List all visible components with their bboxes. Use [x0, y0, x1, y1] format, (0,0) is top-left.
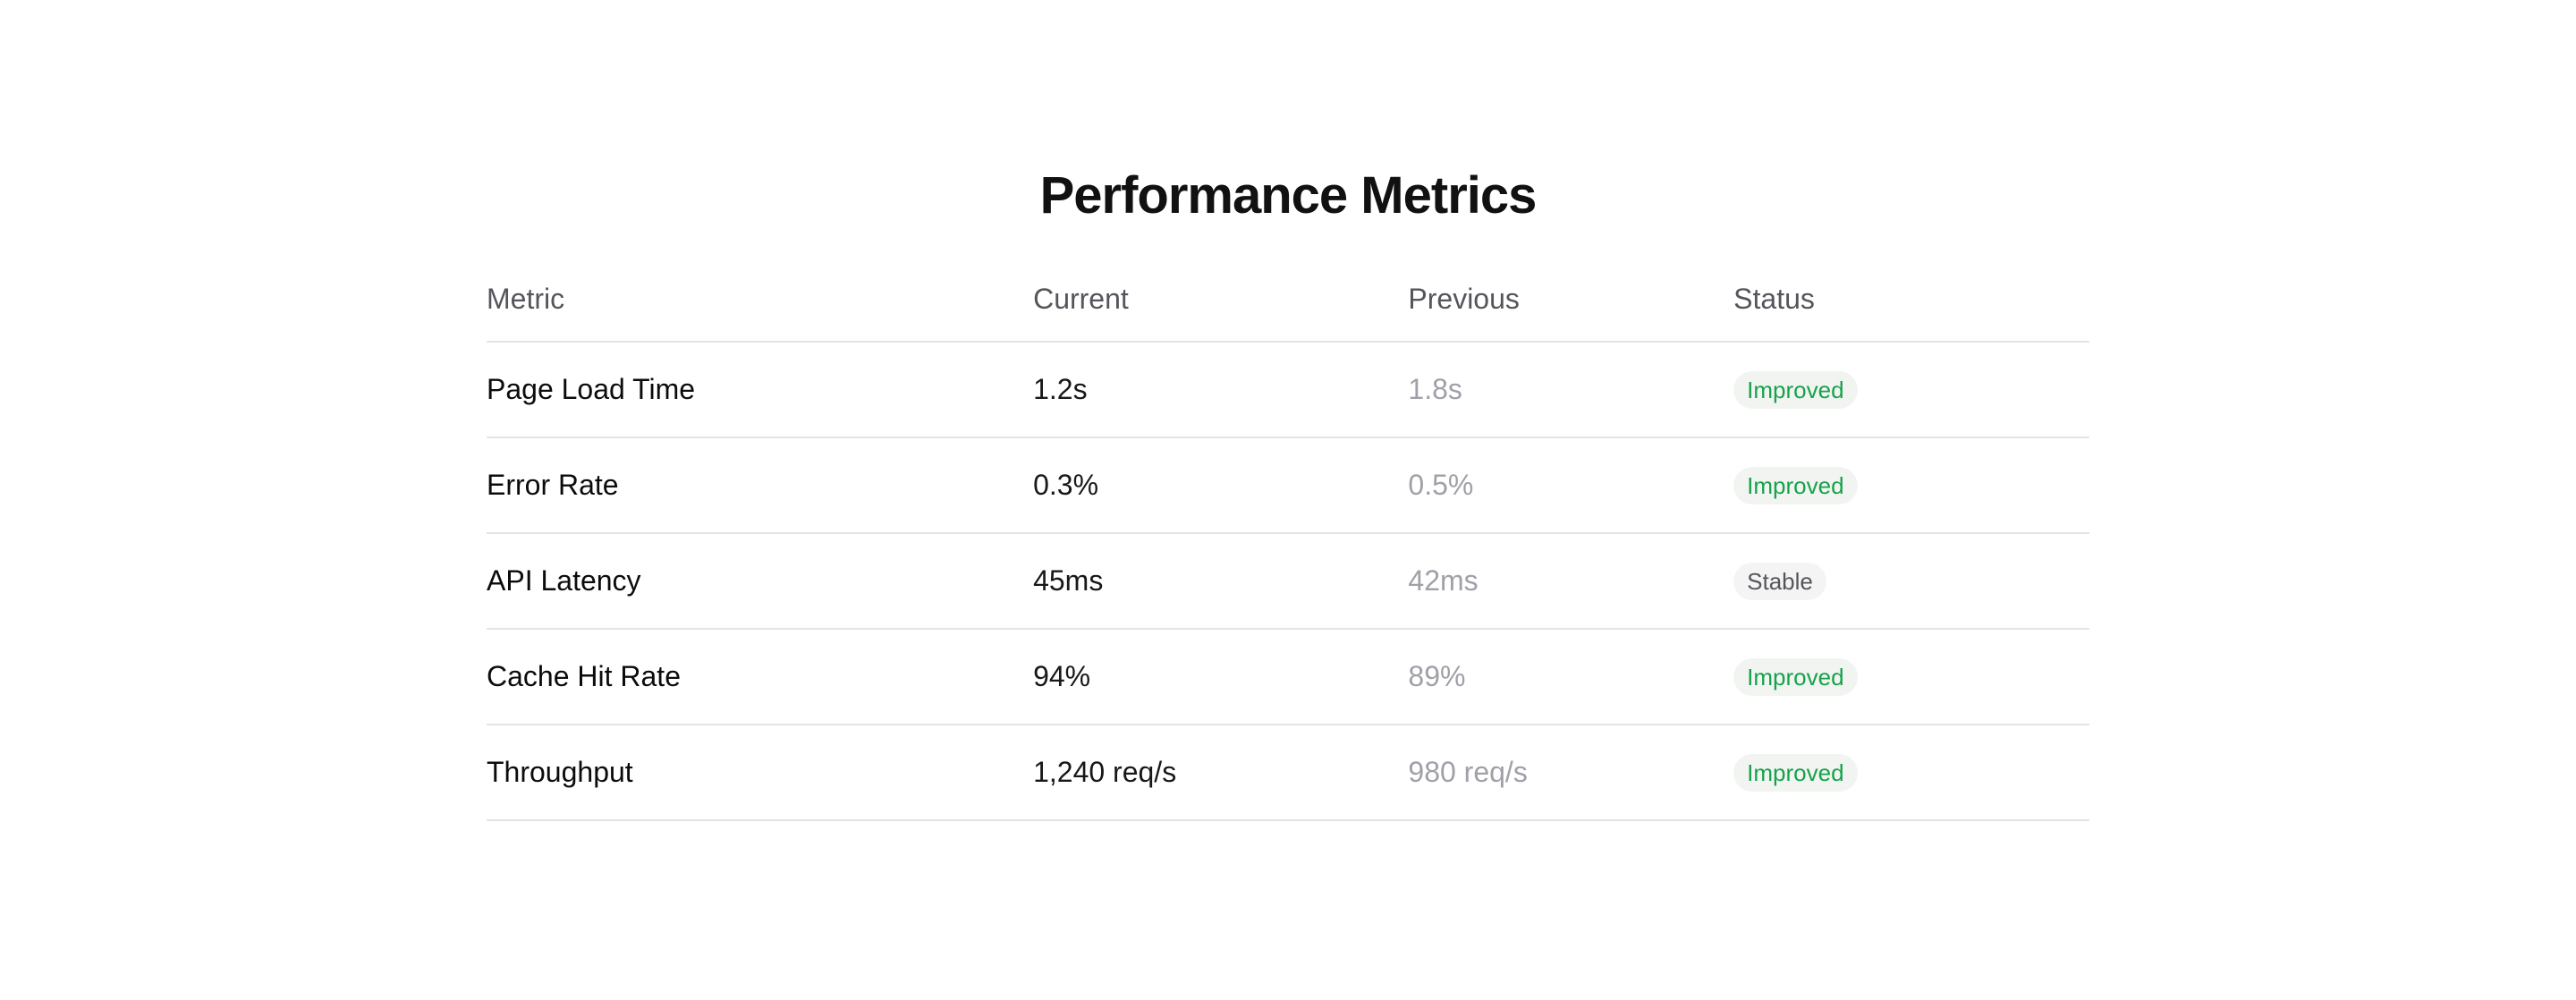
column-header-previous: Previous [1408, 283, 1734, 343]
metric-name: Throughput [487, 725, 1034, 821]
table-row: Error Rate 0.3% 0.5% Improved [487, 437, 2089, 534]
current-value: 94% [1033, 629, 1409, 725]
metric-name: Cache Hit Rate [487, 629, 1034, 725]
table-header-row: Metric Current Previous Status [487, 283, 2089, 343]
status-badge: Improved [1733, 466, 1858, 504]
previous-value: 89% [1408, 629, 1734, 725]
metric-name: Page Load Time [487, 342, 1034, 438]
current-value: 0.3% [1033, 437, 1409, 534]
table-row: Cache Hit Rate 94% 89% Improved [487, 629, 2089, 725]
status-cell: Improved [1733, 725, 2089, 821]
status-cell: Stable [1733, 533, 2089, 630]
current-value: 1.2s [1033, 342, 1409, 438]
metric-name: Error Rate [487, 437, 1034, 534]
table-row: API Latency 45ms 42ms Stable [487, 533, 2089, 630]
metric-name: API Latency [487, 533, 1034, 630]
previous-value: 980 req/s [1408, 725, 1734, 821]
status-badge: Improved [1733, 370, 1858, 409]
column-header-current: Current [1033, 283, 1409, 343]
previous-value: 1.8s [1408, 342, 1734, 438]
status-badge: Improved [1733, 753, 1858, 792]
column-header-status: Status [1733, 283, 2089, 343]
status-cell: Improved [1733, 342, 2089, 438]
performance-metrics-table: Metric Current Previous Status Page Load… [487, 283, 2089, 821]
table-row: Throughput 1,240 req/s 980 req/s Improve… [487, 725, 2089, 821]
current-value: 1,240 req/s [1033, 725, 1409, 821]
previous-value: 42ms [1408, 533, 1734, 630]
previous-value: 0.5% [1408, 437, 1734, 534]
table-row: Page Load Time 1.2s 1.8s Improved [487, 342, 2089, 438]
current-value: 45ms [1033, 533, 1409, 630]
status-cell: Improved [1733, 437, 2089, 534]
column-header-metric: Metric [487, 283, 1034, 343]
status-cell: Improved [1733, 629, 2089, 725]
status-badge: Stable [1733, 562, 1826, 600]
status-badge: Improved [1733, 657, 1858, 696]
page-title: Performance Metrics [1039, 166, 1538, 225]
